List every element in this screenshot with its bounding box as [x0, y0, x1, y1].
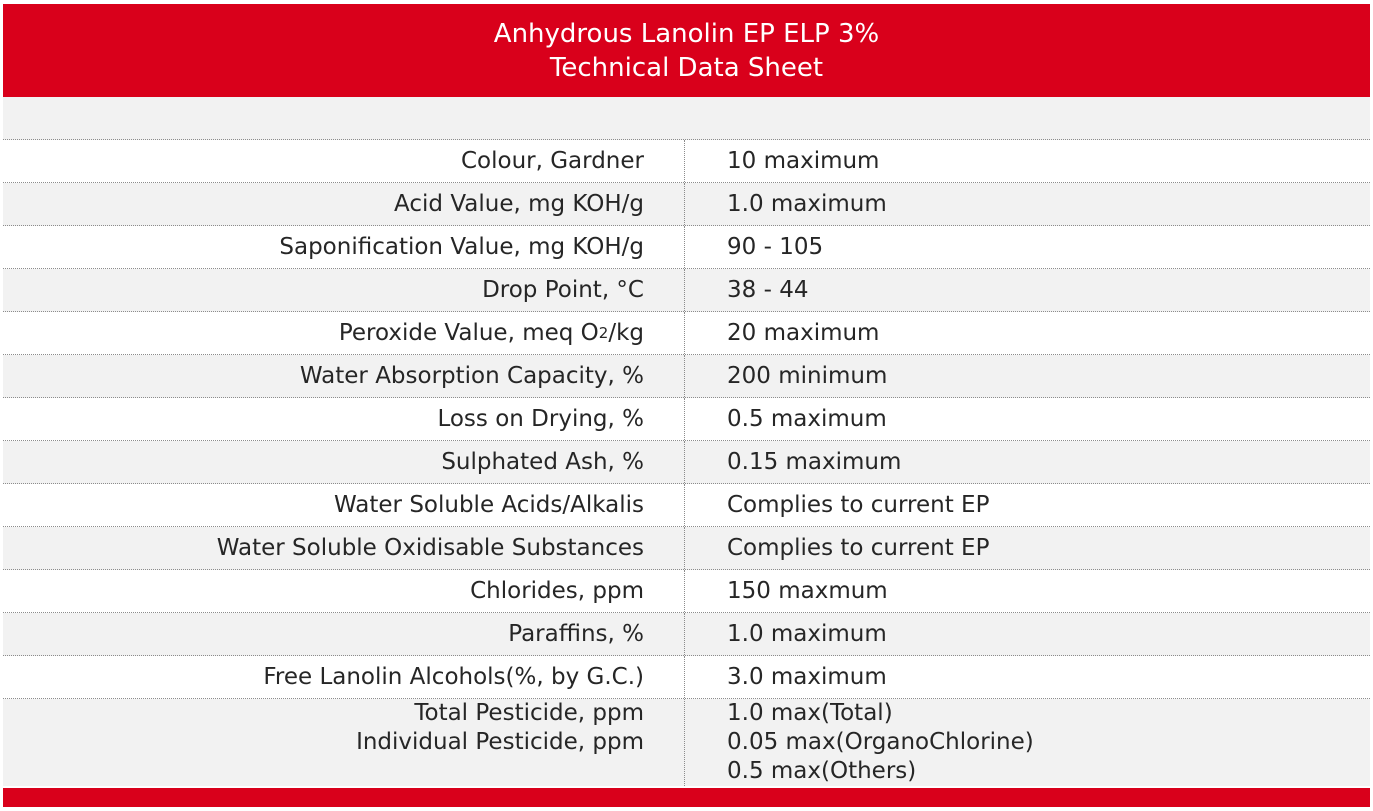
table-row-pesticides: Total Pesticide, ppm Individual Pesticid… — [3, 699, 1370, 786]
spec-value: 200 minimum — [727, 363, 888, 389]
spec-value: 1.0 maximum — [727, 621, 887, 647]
spec-value: 3.0 maximum — [727, 664, 887, 690]
spec-label: Water Soluble Oxidisable Substances — [3, 527, 685, 569]
sheet-header: Anhydrous Lanolin EP ELP 3% Technical Da… — [3, 4, 1370, 97]
spec-value: 0.05 max(OrganoChlorine) — [727, 729, 1034, 755]
table-row: Chlorides, ppm 150 maxmum — [3, 570, 1370, 613]
spec-label: Chlorides, ppm — [3, 570, 685, 612]
spec-value: 0.5 maximum — [727, 406, 887, 432]
spec-label: Drop Point, °C — [3, 269, 685, 311]
pesticide-labels: Total Pesticide, ppm Individual Pesticid… — [3, 699, 685, 786]
specification-table: Colour, Gardner 10 maximum Acid Value, m… — [3, 140, 1370, 786]
spec-label-subscript: 2 — [598, 324, 609, 342]
table-row: Water Soluble Oxidisable Substances Comp… — [3, 527, 1370, 570]
table-row: Acid Value, mg KOH/g 1.0 maximum — [3, 183, 1370, 226]
table-row: Paraffins, % 1.0 maximum — [3, 613, 1370, 656]
table-row: Water Soluble Acids/Alkalis Complies to … — [3, 484, 1370, 527]
spec-label-suffix: /kg — [608, 320, 644, 346]
table-row: Loss on Drying, % 0.5 maximum — [3, 398, 1370, 441]
header-spacer-row — [3, 97, 1370, 140]
spec-value: 10 maximum — [727, 148, 880, 174]
sheet-footer-bar — [3, 788, 1370, 807]
table-row: Water Absorption Capacity, % 200 minimum — [3, 355, 1370, 398]
spec-value: Complies to current EP — [727, 492, 990, 518]
spec-label: Saponification Value, mg KOH/g — [3, 226, 685, 268]
spec-label: Individual Pesticide, ppm — [356, 729, 644, 755]
spec-label: Loss on Drying, % — [3, 398, 685, 440]
spec-value: 150 maxmum — [727, 578, 888, 604]
table-row: Drop Point, °C 38 - 44 — [3, 269, 1370, 312]
spec-label: Free Lanolin Alcohols(%, by G.C.) — [3, 656, 685, 698]
spec-value: 20 maximum — [727, 320, 880, 346]
spec-value: 38 - 44 — [727, 277, 809, 303]
table-row: Colour, Gardner 10 maximum — [3, 140, 1370, 183]
product-title: Anhydrous Lanolin EP ELP 3% — [493, 18, 880, 49]
spec-label: Colour, Gardner — [3, 140, 685, 182]
spec-label-prefix: Peroxide Value, meq O — [338, 320, 599, 346]
table-row: Saponification Value, mg KOH/g 90 - 105 — [3, 226, 1370, 269]
spec-label: Water Absorption Capacity, % — [3, 355, 685, 397]
spec-label: Water Soluble Acids/Alkalis — [3, 484, 685, 526]
spec-label: Peroxide Value, meq O 2/kg — [3, 312, 685, 354]
pesticide-values: 1.0 max(Total) 0.05 max(OrganoChlorine) … — [685, 699, 1370, 786]
spec-label: Paraffins, % — [3, 613, 685, 655]
spec-label: Acid Value, mg KOH/g — [3, 183, 685, 225]
spec-label: Total Pesticide, ppm — [414, 700, 644, 726]
table-row: Peroxide Value, meq O 2/kg 20 maximum — [3, 312, 1370, 355]
table-row: Free Lanolin Alcohols(%, by G.C.) 3.0 ma… — [3, 656, 1370, 699]
spec-value: 1.0 max(Total) — [727, 700, 893, 726]
spec-value: 1.0 maximum — [727, 191, 887, 217]
spec-label: Sulphated Ash, % — [3, 441, 685, 483]
spec-value: 90 - 105 — [727, 234, 824, 260]
spec-value: 0.15 maximum — [727, 449, 902, 475]
spec-value: 0.5 max(Others) — [727, 758, 917, 784]
spec-value: Complies to current EP — [727, 535, 990, 561]
sheet-subtitle: Technical Data Sheet — [549, 52, 824, 83]
table-row: Sulphated Ash, % 0.15 maximum — [3, 441, 1370, 484]
